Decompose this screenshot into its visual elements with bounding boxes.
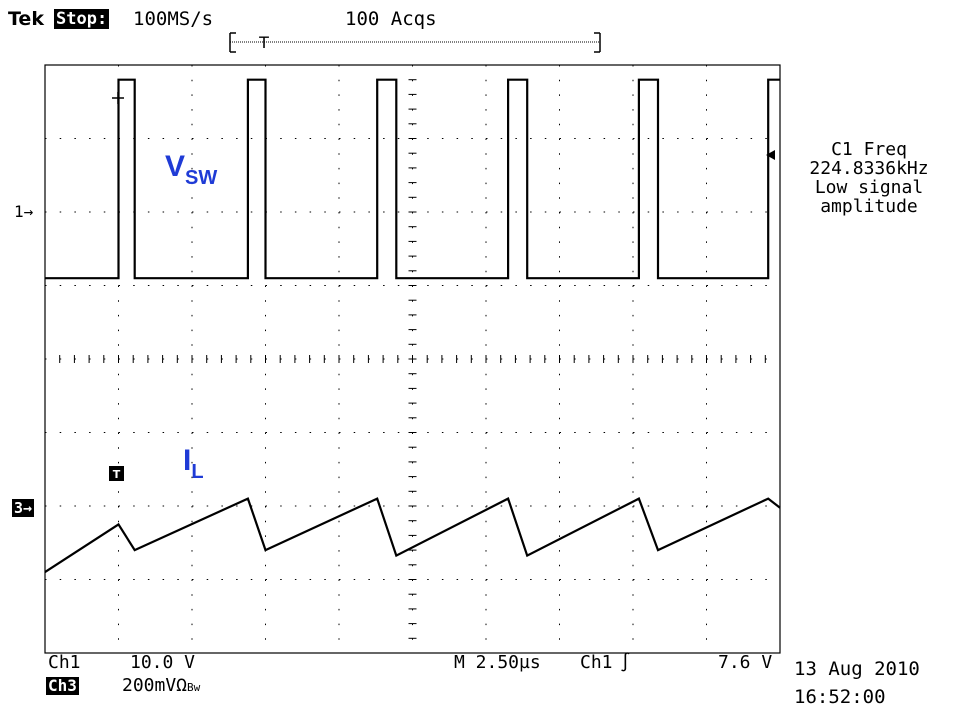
il-label: IL — [183, 444, 204, 483]
trigger-position-marker: T — [258, 33, 269, 52]
measurement-value: 224.8336kHz — [809, 158, 929, 179]
run-state-badge: Stop: — [54, 9, 110, 29]
trigger-tag-box — [109, 466, 124, 481]
measurement-arrow-icon — [766, 150, 775, 160]
trigger-source: Ch1 — [580, 652, 613, 673]
ch3-bandwidth: Bw — [187, 681, 201, 694]
time: 16:52:00 — [794, 686, 886, 708]
ch3-scale: 200mVΩBw — [122, 677, 200, 697]
ch1-scale: 10.0 V — [130, 652, 196, 673]
ch1-label: Ch1 — [48, 652, 81, 673]
measurement-note-1: Low signal — [814, 177, 924, 198]
trigger-level: 7.6 V — [718, 652, 773, 673]
trace-vsw — [45, 78, 780, 280]
trace-il — [44, 497, 781, 574]
ch3-ground-marker: 3→ — [12, 499, 35, 517]
cursor-cross — [112, 92, 124, 104]
trigger-tag-letter: T — [113, 468, 121, 481]
record-window-bracket — [229, 32, 601, 53]
acquisition-count: 100 Acqs — [345, 8, 437, 30]
brand-label: Tek — [8, 8, 44, 30]
measurement-readout: C1 Freq 224.8336kHz Low signal amplitude — [790, 140, 948, 216]
timebase: M 2.50µs — [454, 652, 541, 673]
vsw-label: VSW — [165, 150, 217, 189]
graticule-center-ticks — [44, 64, 781, 654]
sample-rate: 100MS/s — [133, 8, 214, 30]
trigger-slope-icon: ∫ — [620, 652, 631, 673]
ch3-scale-value: 200mVΩ — [122, 675, 188, 696]
measurement-label: C1 Freq — [831, 139, 907, 160]
ch1-ground-marker: 1→ — [14, 202, 34, 221]
date: 13 Aug 2010 — [794, 658, 920, 680]
measurement-note-2: amplitude — [820, 196, 918, 217]
ch3-label: Ch3 — [46, 676, 79, 695]
